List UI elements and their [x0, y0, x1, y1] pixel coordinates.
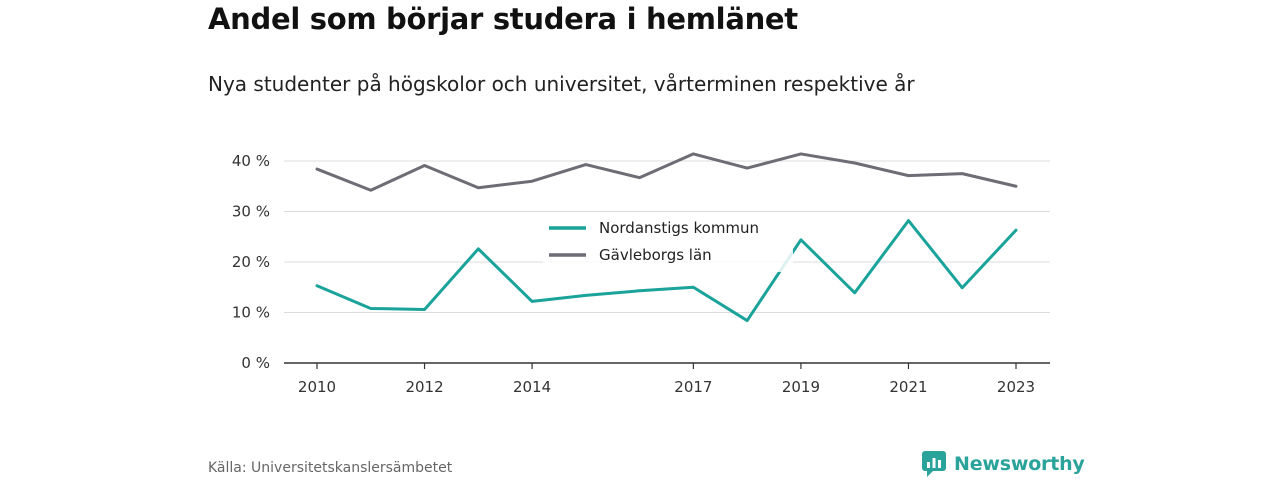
- series-line-1: [315, 219, 1018, 323]
- series-line-2: [315, 152, 1018, 192]
- x-tick-label: 2023: [997, 378, 1035, 396]
- x-tick-label: 2012: [405, 378, 443, 396]
- x-tick-label: 2021: [889, 378, 927, 396]
- newsworthy-logo-icon: [922, 451, 946, 477]
- brand-logo: Newsworthy: [922, 451, 1085, 477]
- x-tick-label: 2017: [674, 378, 712, 396]
- legend-label-2: Gävleborgs län: [599, 246, 712, 264]
- line-chart: 0 % 10 % 20 % 30 % 40 % 2010 2012 2014 2017 2019…: [232, 152, 1050, 396]
- y-tick-label: 40 %: [232, 152, 270, 170]
- source-note: Källa: Universitetskanslersämbetet: [208, 460, 453, 476]
- y-tick-label: 0 %: [241, 354, 270, 372]
- y-tick-label: 10 %: [232, 304, 270, 322]
- chart-subtitle: Nya studenter på högskolor och universit…: [208, 72, 915, 96]
- chart-title: Andel som börjar studera i hemlänet: [208, 2, 798, 36]
- y-tick-label: 20 %: [232, 253, 270, 271]
- legend-background: [543, 212, 793, 272]
- x-axis-tick-labels: 2010 2012 2014 2017 2019 2021 2023: [298, 363, 1035, 396]
- y-axis-tick-labels: 0 % 10 % 20 % 30 % 40 %: [232, 152, 270, 372]
- x-tick-label: 2019: [782, 378, 820, 396]
- series-lines: [315, 152, 1018, 323]
- x-tick-label: 2010: [298, 378, 336, 396]
- y-tick-label: 30 %: [232, 203, 270, 221]
- x-tick-label: 2014: [513, 378, 551, 396]
- legend: Nordanstigs kommun Gävleborgs län: [543, 212, 793, 272]
- legend-label-1: Nordanstigs kommun: [599, 219, 759, 237]
- brand-name: Newsworthy: [954, 453, 1085, 475]
